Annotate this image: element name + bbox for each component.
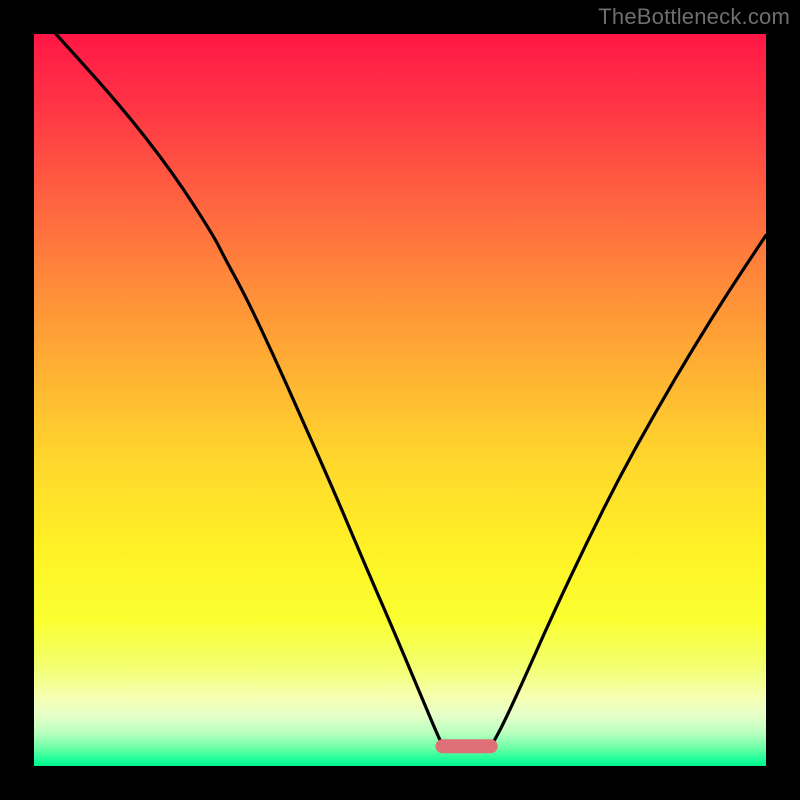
plot-gradient-area <box>34 34 766 766</box>
bottleneck-chart <box>0 0 800 800</box>
bottom-pill-marker <box>436 739 498 753</box>
watermark-text: TheBottleneck.com <box>598 4 790 30</box>
